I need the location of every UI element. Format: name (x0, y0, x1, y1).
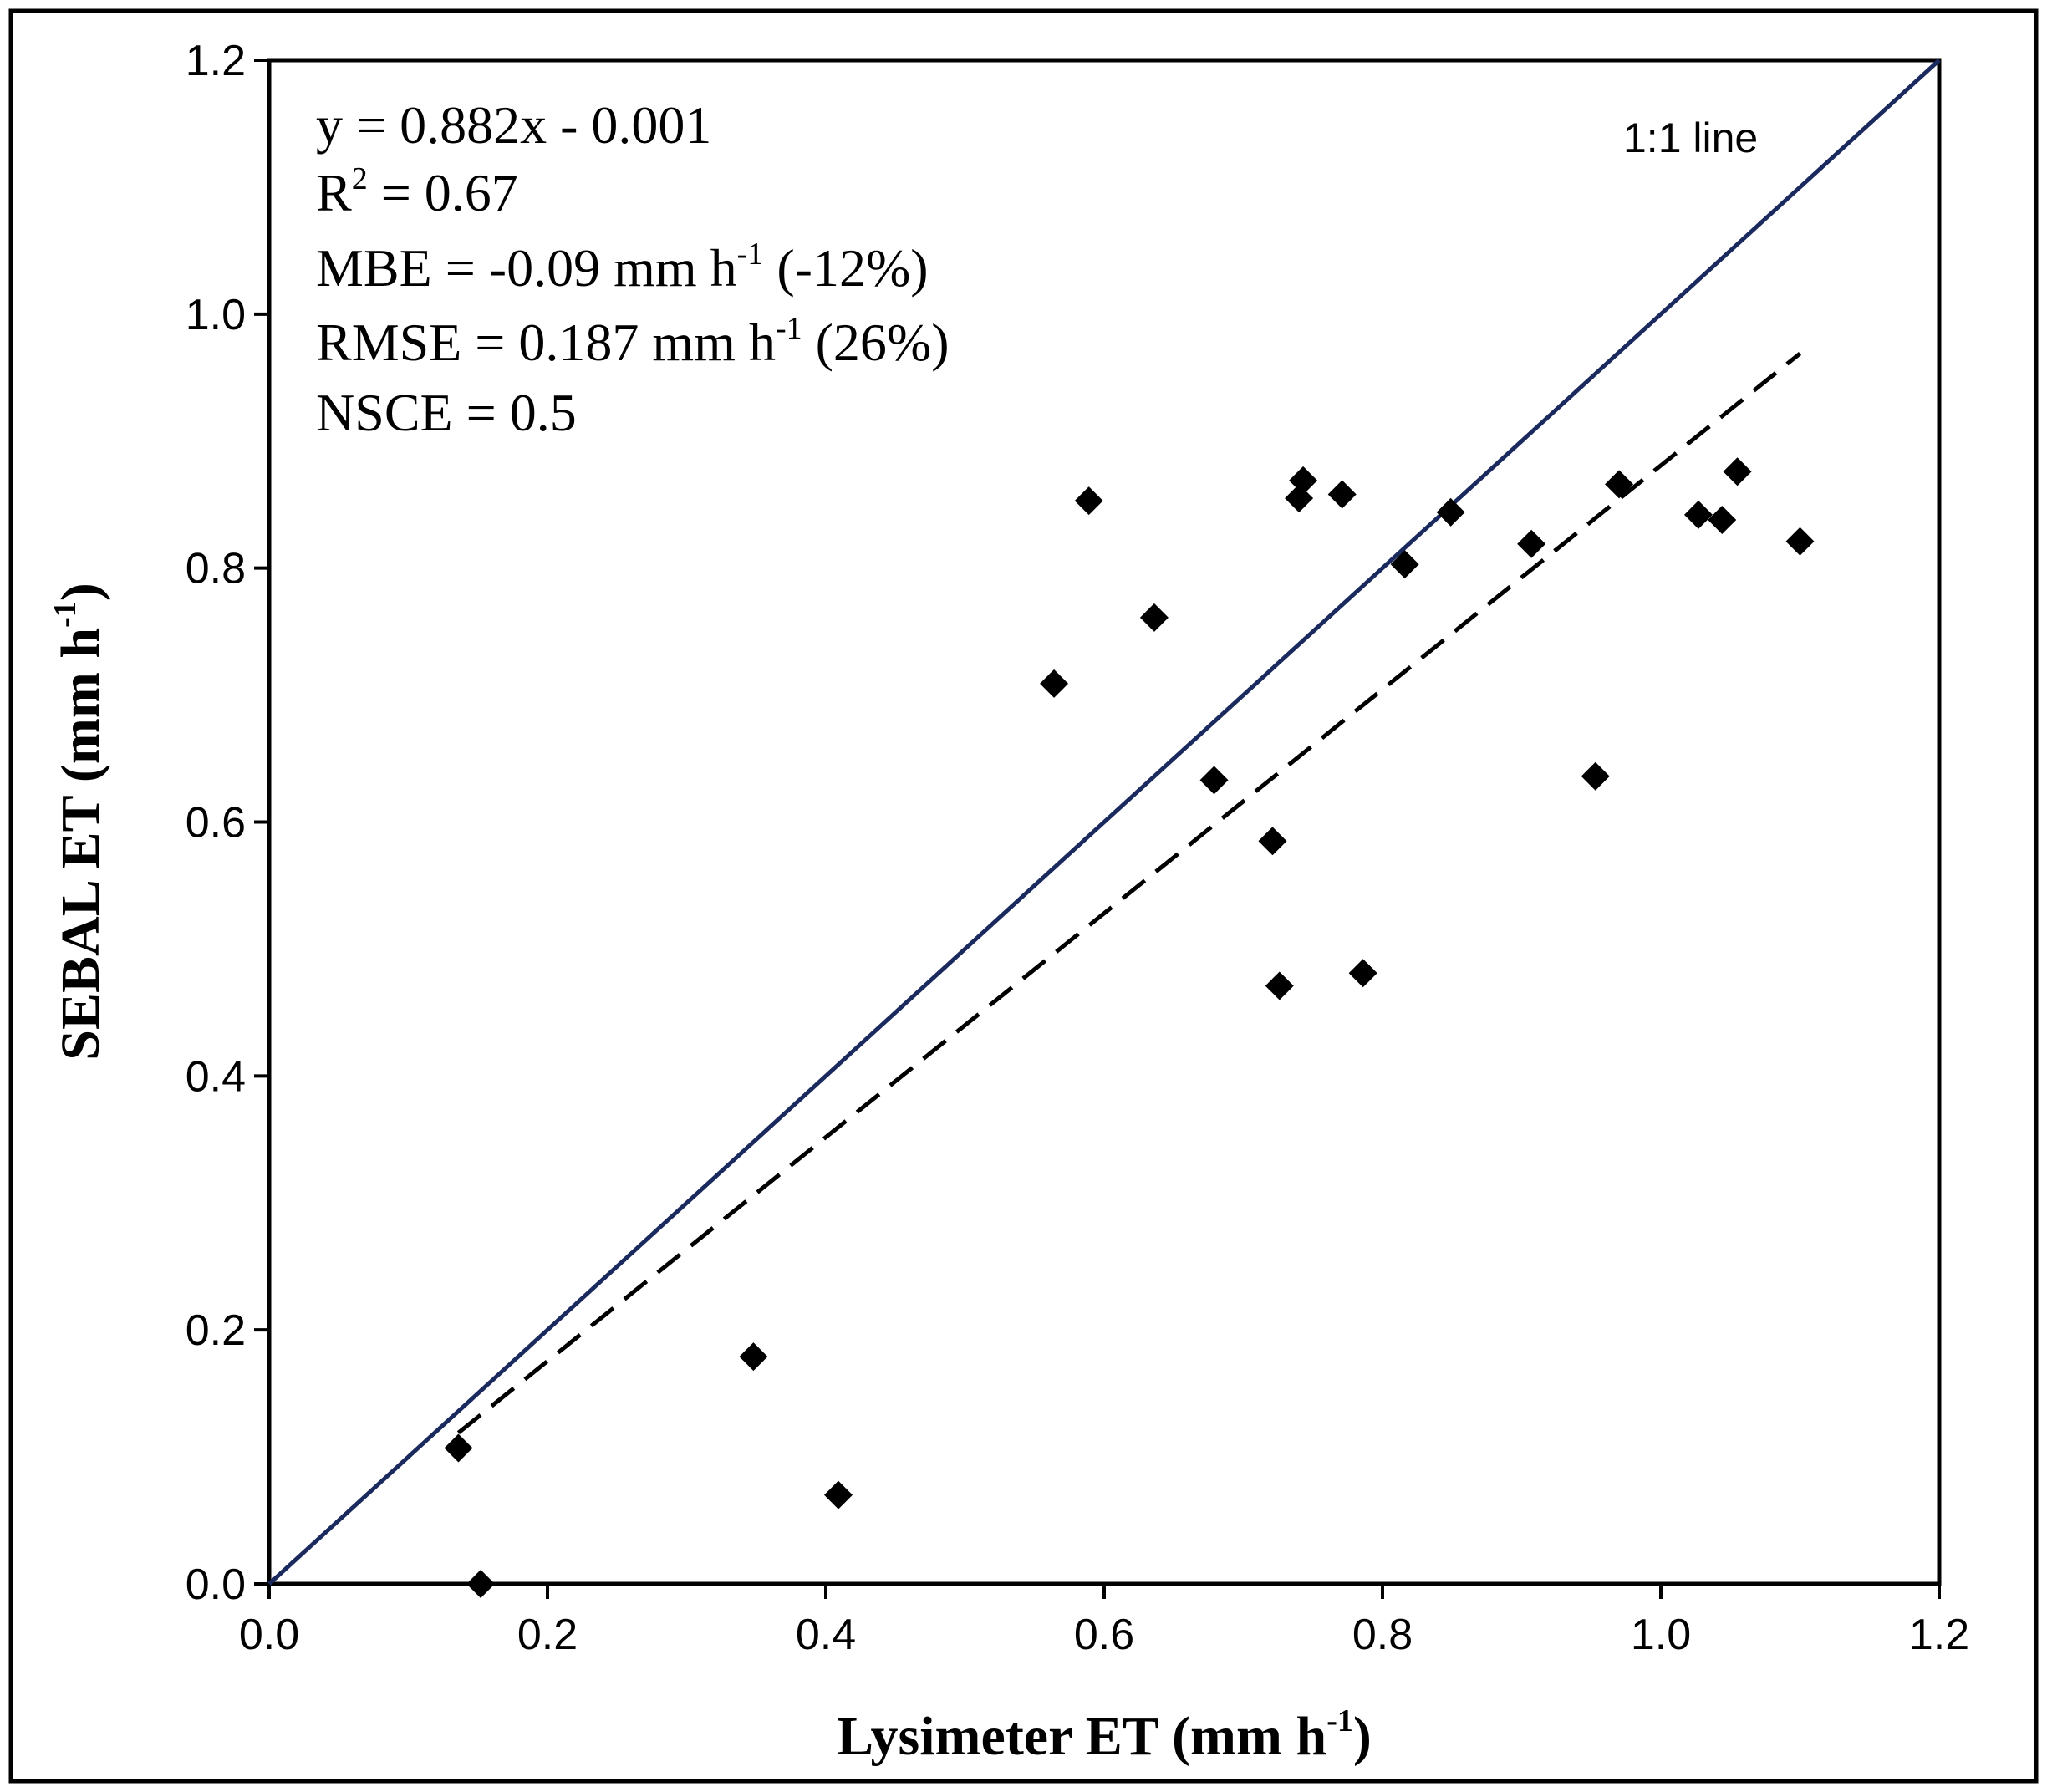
data-point-diamond (739, 1342, 768, 1372)
y-tick-label: 1.2 (186, 37, 246, 85)
r2-superscript: 2 (352, 161, 368, 196)
data-point-diamond (1436, 497, 1465, 527)
y-axis-title-main: SEBAL ET (mm h (50, 628, 111, 1061)
data-point-diamond (1605, 470, 1634, 499)
y-axis-tick-labels: 0.0 0.2 0.4 0.6 0.8 1.0 1.2 (186, 37, 246, 1609)
rmse-superscript: -1 (776, 311, 802, 346)
data-point-diamond (1708, 505, 1737, 534)
data-point-diamond (1074, 486, 1103, 516)
x-tick-label: 0.6 (1074, 1611, 1134, 1659)
data-point-diamond (1139, 603, 1169, 632)
y-tick-label: 0.2 (186, 1306, 246, 1355)
y-tick-label: 0.8 (186, 545, 246, 593)
x-axis-title-superscript: -1 (1326, 1703, 1353, 1739)
reference-lines (267, 59, 1941, 1586)
data-point-diamond (1199, 766, 1229, 795)
one-to-one-line-label: 1:1 line (1623, 115, 1758, 161)
y-tick-label: 0.4 (186, 1052, 246, 1101)
y-axis-title-superscript: -1 (48, 601, 83, 628)
x-tick-label: 0.0 (239, 1611, 299, 1659)
data-point-diamond (1040, 669, 1069, 698)
x-tick-label: 0.2 (517, 1611, 578, 1659)
x-tick-label: 0.4 (796, 1611, 856, 1659)
data-point-diamond (1723, 457, 1752, 486)
data-point-diamond (1265, 971, 1294, 1000)
y-axis-title: SEBAL ET (mm h-1) (48, 583, 111, 1060)
data-point-diamond (1258, 827, 1287, 856)
x-tick-label: 1.0 (1631, 1611, 1691, 1659)
data-point-diamond (1348, 959, 1377, 988)
y-tick-label: 0.6 (186, 799, 246, 848)
data-points (444, 457, 1815, 1598)
mbe-superscript: -1 (737, 237, 764, 272)
data-point-diamond (823, 1480, 853, 1509)
data-point-diamond (1785, 527, 1815, 556)
x-tick-label: 1.2 (1909, 1611, 1969, 1659)
r2-value: = 0.67 (368, 163, 518, 222)
data-point-diamond (1581, 761, 1610, 791)
mbe-prefix: MBE = -0.09 mm h (316, 238, 737, 298)
one-to-one-line (267, 59, 1941, 1586)
rmse-stat: RMSE = 0.187 mm h-1 (26%) (316, 311, 950, 372)
data-point-diamond (1517, 529, 1546, 558)
data-point-diamond (444, 1433, 473, 1463)
data-point-diamond (466, 1570, 496, 1598)
x-axis-title-main: Lysimeter ET (mm h (837, 1706, 1326, 1767)
regression-line (456, 351, 1802, 1435)
nsce-stat: NSCE = 0.5 (316, 383, 577, 442)
y-tick-label: 0.0 (186, 1560, 246, 1609)
data-point-diamond (1289, 466, 1318, 495)
mbe-stat: MBE = -0.09 mm h-1 (-12%) (316, 237, 929, 298)
rmse-value: (26%) (802, 313, 950, 372)
x-axis-tick-labels: 0.0 0.2 0.4 0.6 0.8 1.0 1.2 (239, 1611, 1969, 1659)
y-axis-title-end: ) (50, 583, 111, 601)
y-tick-label: 1.0 (186, 291, 246, 339)
data-point-diamond (1390, 550, 1419, 579)
r2-prefix: R (316, 163, 352, 222)
x-axis-title-end: ) (1353, 1706, 1372, 1767)
r-squared-stat: R2 = 0.67 (316, 161, 518, 222)
x-tick-label: 0.8 (1352, 1611, 1413, 1659)
data-point-diamond (1683, 500, 1713, 529)
mbe-value: (-12%) (763, 238, 928, 298)
data-point-diamond (1327, 480, 1357, 509)
axis-ticks (254, 59, 1941, 1599)
rmse-prefix: RMSE = 0.187 mm h (316, 313, 776, 372)
x-axis-title: Lysimeter ET (mm h-1) (837, 1703, 1372, 1767)
regression-equation: y = 0.882x - 0.001 (316, 95, 711, 155)
